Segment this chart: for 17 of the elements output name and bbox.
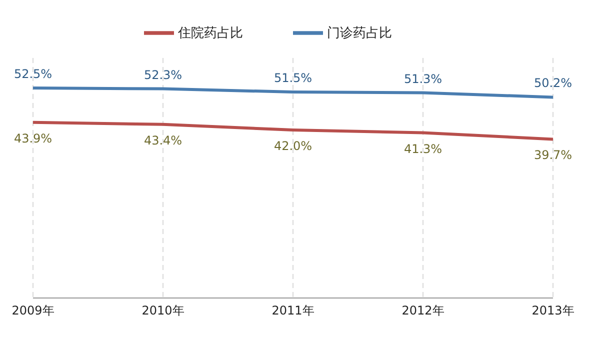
- data-label: 51.5%: [274, 71, 312, 85]
- data-label: 50.2%: [534, 76, 572, 90]
- x-tick-label: 2013年: [532, 304, 574, 318]
- data-label: 43.4%: [144, 133, 182, 148]
- data-label: 41.3%: [404, 142, 442, 156]
- data-label: 51.3%: [404, 72, 442, 86]
- data-label: 52.5%: [14, 67, 52, 81]
- data-label: 52.3%: [144, 68, 182, 82]
- data-label: 43.9%: [14, 131, 52, 146]
- data-label: 39.7%: [534, 148, 572, 162]
- legend-label: 住院药占比: [178, 26, 243, 41]
- x-tick-label: 2011年: [272, 304, 314, 318]
- x-tick-label: 2009年: [12, 304, 54, 318]
- x-tick-label: 2012年: [402, 304, 444, 318]
- data-label: 42.0%: [274, 139, 312, 153]
- legend-label: 门诊药占比: [327, 26, 392, 41]
- x-tick-label: 2010年: [142, 304, 184, 318]
